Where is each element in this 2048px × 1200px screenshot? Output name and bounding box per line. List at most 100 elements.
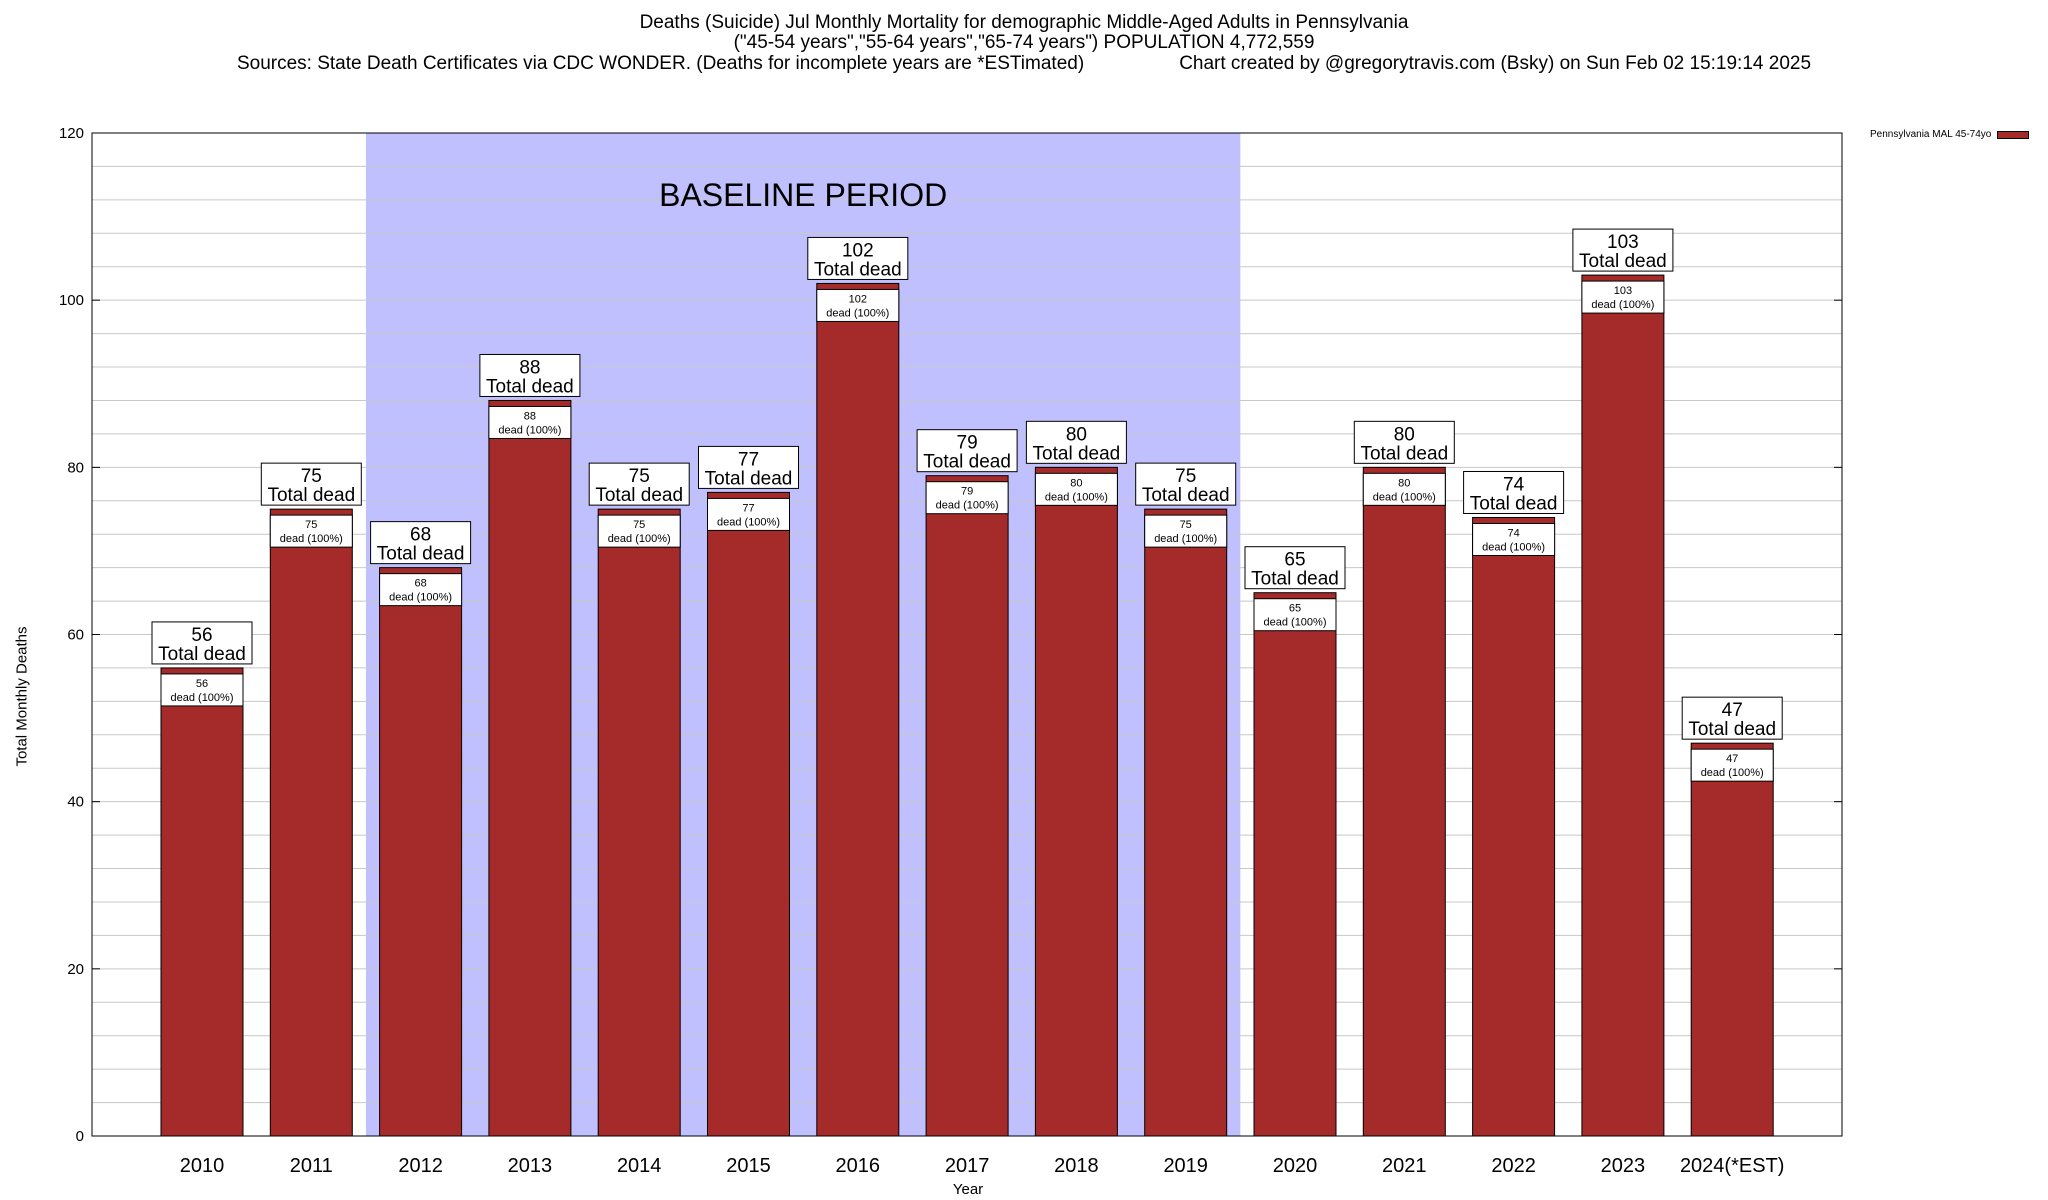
bar-inner-label-box [597,514,681,548]
bar-top-value: 75 [301,466,322,487]
y-tick-label: 80 [67,459,84,476]
bar-inner-label-box [707,497,790,531]
bar [269,508,353,1137]
bar-inner-label-box [1690,748,1774,782]
bar-inner-percent: dead (100%) [936,500,999,512]
bar [1144,508,1228,1137]
bar-inner-percent: dead (100%) [498,424,561,436]
bar-inner-value: 103 [1614,285,1632,297]
bar-inner-label-box [160,673,244,707]
bar-top-value: 47 [1722,700,1743,721]
legend: Pennsylvania MAL 45-74yo [1870,129,2030,140]
bar-top-caption: Total dead [1251,569,1339,590]
bar-top-label-box [1135,462,1237,506]
bar-inner-value: 68 [414,578,426,590]
x-tick-label: 2012 [398,1155,443,1177]
bar-inner-value: 80 [1070,477,1082,489]
bar-top-value: 75 [629,466,650,487]
y-tick-label: 20 [67,961,84,978]
bar-top-caption: Total dead [486,376,574,397]
bar [1472,516,1556,1137]
bar-top-caption: Total dead [1688,719,1776,740]
bar-top-value: 65 [1284,550,1305,571]
y-tick-label: 60 [67,627,84,644]
bar-inner-percent: dead (100%) [280,533,343,545]
bar-top-caption: Total dead [267,485,355,506]
x-tick-label: 2018 [1054,1155,1099,1177]
y-tick-label: 0 [76,1128,84,1145]
bar-inner-label-box [816,288,900,322]
bar-inner-label-box [1362,472,1446,506]
bar-top-caption: Total dead [595,485,683,506]
bar-inner-value: 65 [1289,603,1301,615]
bar-top-label-box [807,236,909,280]
x-tick-label: 2020 [1273,1155,1318,1177]
bar-top-label-box [260,462,362,506]
bar [707,491,790,1137]
bar [1362,466,1446,1137]
bar-top-label-box [916,429,1018,473]
bar-inner-percent: dead (100%) [1591,299,1654,311]
bar-top-label-box [1244,546,1346,590]
x-tick-label: 2021 [1382,1155,1427,1177]
sources-text: Sources: State Death Certificates via CD… [236,53,1085,74]
bar-top-value: 80 [1394,424,1415,445]
bar-inner-label-box [1581,280,1665,314]
x-tick-label: 2010 [180,1155,225,1177]
bar-inner-percent: dead (100%) [717,516,780,528]
bar-top-caption: Total dead [705,468,793,489]
bar-inner-value: 75 [633,519,645,531]
bar [160,667,244,1137]
bar [1253,592,1337,1137]
y-tick-label: 120 [59,125,84,142]
x-tick-label: 2013 [508,1155,553,1177]
bar-inner-label-box [1253,598,1337,632]
bar-inner-label-box [488,405,572,439]
bar-inner-value: 75 [305,519,317,531]
bar-top-label-box [698,445,799,489]
bar-inner-value: 75 [1180,519,1192,531]
x-tick-label: 2016 [836,1155,881,1177]
bar [816,282,900,1137]
bar-top-label-box [1572,228,1674,272]
bar-top-value: 80 [1066,424,1087,445]
bar-top-caption: Total dead [1033,443,1121,464]
bar-top-caption: Total dead [158,644,246,665]
bar-top-label-box [1353,420,1455,464]
x-tick-label: 2022 [1491,1155,1536,1177]
bar-inner-value: 47 [1726,753,1738,765]
bar-inner-label-box [269,514,353,548]
chart-title: Deaths (Suicide) Jul Monthly Mortality f… [639,12,1409,33]
x-tick-label: 2015 [726,1155,771,1177]
y-tick-label: 40 [67,794,84,811]
x-tick-label: 2019 [1163,1155,1208,1177]
baseline-label: BASELINE PERIOD [659,177,947,213]
x-axis-label: Year [952,1181,984,1198]
bar-top-value: 102 [842,240,874,261]
bar-top-caption: Total dead [1579,251,1667,272]
credit-text: Chart created by @gregorytravis.com (Bsk… [1179,53,1812,74]
bar-inner-value: 88 [524,410,536,422]
bar-top-value: 79 [957,433,978,454]
bar-top-label-box [1463,470,1565,514]
bar-top-caption: Total dead [377,544,465,565]
bar [488,399,572,1137]
bar-top-caption: Total dead [1142,485,1230,506]
legend-swatch [1997,130,2030,139]
bar-inner-percent: dead (100%) [1373,491,1436,503]
bar-inner-percent: dead (100%) [171,692,234,704]
bar-top-label-box [479,353,581,397]
bar-inner-value: 56 [196,678,208,690]
bar-inner-value: 102 [849,293,867,305]
bar-top-label-box [370,521,472,565]
bar [1034,466,1118,1137]
bar-inner-percent: dead (100%) [1701,767,1764,779]
bar [1690,742,1774,1137]
bar-top-value: 74 [1503,474,1525,495]
bar-inner-label-box [925,481,1009,515]
bar-top-caption: Total dead [814,259,902,280]
bar-inner-percent: dead (100%) [389,592,452,604]
x-tick-label: 2014 [617,1155,662,1177]
bar-inner-value: 77 [742,502,754,514]
